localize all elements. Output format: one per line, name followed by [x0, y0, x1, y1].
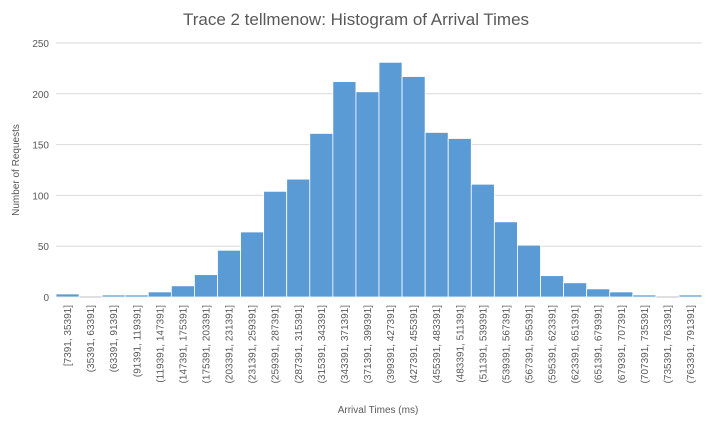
x-tick-label: (679391, 707391]	[617, 305, 628, 384]
x-tick-label: (567391, 595391]	[524, 305, 535, 384]
x-tick-label: (735391, 763391]	[663, 305, 674, 384]
x-tick-label: (35391, 63391]	[86, 305, 97, 373]
x-tick-label: (427391, 455391]	[409, 305, 420, 384]
x-tick-label: (511391, 539391]	[478, 305, 489, 383]
histogram-bar	[263, 190, 288, 298]
histogram-bar	[147, 291, 172, 298]
x-tick-label: (399391, 427391]	[386, 305, 397, 384]
y-tick-label: 100	[32, 191, 49, 202]
histogram-bar	[678, 294, 703, 298]
histogram-bar	[493, 221, 518, 298]
histogram-bar	[401, 76, 426, 298]
x-tick-label: (287391, 315391]	[294, 305, 305, 384]
histogram-bar	[286, 178, 311, 298]
x-tick-label: (91391, 119391]	[132, 305, 143, 377]
x-tick-label: (595391, 623391]	[548, 305, 559, 384]
histogram-bar	[424, 132, 449, 298]
x-tick-label: (371391, 399391]	[363, 305, 374, 384]
y-tick-label: 50	[38, 242, 50, 253]
histogram-bar	[632, 294, 657, 298]
x-axis-title: Arrival Times (ms)	[338, 405, 419, 416]
x-tick-label: (147391, 175391]	[178, 305, 189, 384]
x-tick-label: (483391, 511391]	[455, 305, 466, 383]
x-tick-label: (651391, 679391]	[594, 305, 605, 384]
histogram-bar	[447, 138, 472, 298]
y-tick-label: 250	[32, 39, 49, 50]
y-tick-label: 150	[32, 141, 49, 152]
x-tick-label: [7391, 35391]	[63, 305, 74, 366]
histogram-bar	[586, 288, 611, 298]
y-axis-ticks: 0 50 100 150 200 250	[32, 39, 49, 304]
x-tick-label: (315391, 343391]	[317, 305, 328, 384]
y-tick-label: 200	[32, 90, 49, 101]
histogram-bar	[517, 244, 541, 298]
histogram-bar	[309, 133, 334, 298]
x-tick-label: (707391, 735391]	[640, 305, 651, 384]
x-tick-label: (203391, 231391]	[225, 305, 236, 384]
y-axis-title: Number of Requests	[11, 124, 22, 216]
histogram-bar	[378, 61, 403, 298]
x-tick-label: (63391, 91391]	[109, 305, 120, 373]
x-tick-label: (455391, 483391]	[432, 305, 443, 384]
histogram-bar	[332, 81, 357, 298]
x-tick-label: (539391, 567391]	[501, 305, 512, 384]
bars	[55, 61, 703, 298]
histogram-bar	[470, 183, 495, 298]
x-tick-label: (259391, 287391]	[271, 305, 282, 384]
x-tick-label: (119391, 147391]	[155, 305, 166, 383]
x-tick-label: (175391, 203391]	[201, 305, 212, 384]
histogram-bar	[101, 294, 126, 298]
histogram-bar	[55, 293, 80, 298]
x-tick-label: (343391, 371391]	[340, 305, 351, 384]
histogram-bar	[240, 231, 265, 298]
histogram-bar	[609, 291, 634, 298]
x-tick-label: (231391, 259391]	[248, 305, 259, 384]
x-axis-ticks: [7391, 35391] (35391, 63391] (63391, 91391…	[63, 305, 697, 384]
x-tick-label: (763391, 791391]	[686, 305, 697, 384]
histogram-bar	[563, 282, 588, 298]
histogram-bar	[355, 91, 380, 298]
histogram-bar	[217, 249, 241, 298]
chart-title: Trace 2 tellmenow: Histogram of Arrival …	[183, 10, 529, 29]
histogram-bar	[540, 275, 564, 298]
histogram-bar	[170, 285, 195, 298]
x-tick-label: (623391, 651391]	[571, 305, 582, 384]
y-tick-label: 0	[43, 293, 49, 304]
histogram-bar	[194, 274, 218, 298]
histogram-bar	[124, 294, 149, 298]
